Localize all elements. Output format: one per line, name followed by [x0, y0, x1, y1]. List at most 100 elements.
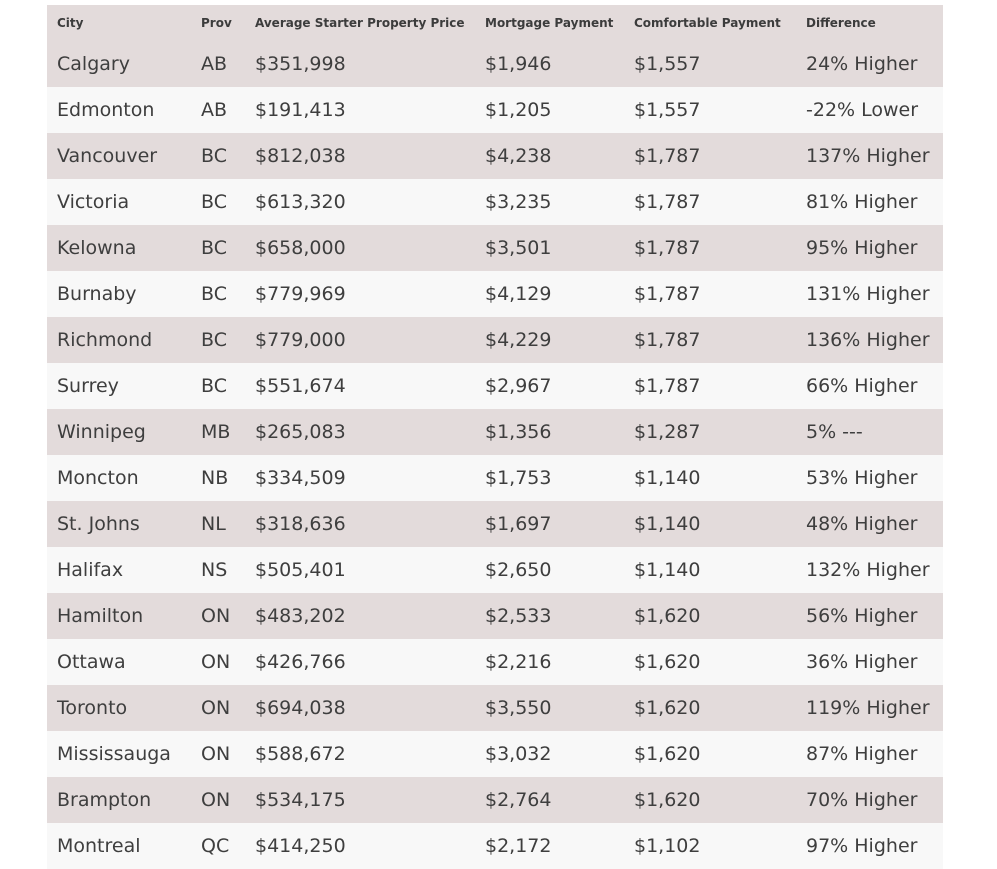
cell-prov: AB [201, 53, 228, 75]
cell-city: Richmond [57, 329, 153, 351]
cell-comfortable: $1,287 [634, 421, 701, 443]
cell-price: $551,674 [255, 375, 346, 397]
cell-difference: 70% Higher [806, 789, 918, 811]
cell-comfortable: $1,140 [634, 513, 701, 535]
cell-city: Surrey [57, 375, 119, 397]
table-row: St. Johns NL $318,636 $1,697 $1,140 48% Highe… [47, 501, 943, 547]
cell-prov: ON [201, 789, 231, 811]
cell-mortgage: $2,216 [485, 651, 552, 673]
cell-difference: 56% Higher [806, 605, 918, 627]
cell-comfortable: $1,620 [634, 697, 701, 719]
cell-price: $779,000 [255, 329, 346, 351]
cell-prov: ON [201, 697, 231, 719]
cell-city: Halifax [57, 559, 124, 581]
cell-mortgage: $4,229 [485, 329, 552, 351]
header-city: City [57, 16, 84, 30]
table-row: Toronto ON $694,038 $3,550 $1,620 119% Higher [47, 685, 943, 731]
cell-comfortable: $1,620 [634, 789, 701, 811]
header-difference: Difference [806, 16, 876, 30]
cell-price: $588,672 [255, 743, 346, 765]
cell-price: $318,636 [255, 513, 346, 535]
cell-price: $534,175 [255, 789, 346, 811]
cell-mortgage: $1,205 [485, 99, 552, 121]
cell-mortgage: $2,764 [485, 789, 552, 811]
cell-city: Kelowna [57, 237, 137, 259]
cell-prov: AB [201, 99, 228, 121]
header-prov: Prov [201, 16, 232, 30]
cell-difference: 95% Higher [806, 237, 918, 259]
cell-comfortable: $1,787 [634, 191, 701, 213]
table-row: Ottawa ON $426,766 $2,216 $1,620 36% Higher [47, 639, 943, 685]
table-row: Richmond BC $779,000 $4,229 $1,787 136% Highe… [47, 317, 943, 363]
cell-mortgage: $3,501 [485, 237, 552, 259]
cell-difference: 81% Higher [806, 191, 918, 213]
cell-price: $334,509 [255, 467, 346, 489]
cell-prov: NB [201, 467, 229, 489]
cell-price: $505,401 [255, 559, 346, 581]
table-row: Calgary AB $351,998 $1,946 $1,557 24% Higher [47, 41, 943, 87]
housing-affordability-table: City Prov Average Starter Property Price… [47, 5, 943, 869]
cell-mortgage: $4,129 [485, 283, 552, 305]
cell-price: $483,202 [255, 605, 346, 627]
table-row: Edmonton AB $191,413 $1,205 $1,557 -22% Lower [47, 87, 943, 133]
cell-price: $658,000 [255, 237, 346, 259]
cell-comfortable: $1,102 [634, 835, 701, 857]
table-row: Hamilton ON $483,202 $2,533 $1,620 56% Higher [47, 593, 943, 639]
cell-prov: BC [201, 329, 227, 351]
cell-prov: BC [201, 145, 227, 167]
cell-comfortable: $1,787 [634, 283, 701, 305]
cell-mortgage: $2,650 [485, 559, 552, 581]
table-header-row: City Prov Average Starter Property Price… [47, 5, 943, 41]
cell-prov: BC [201, 191, 227, 213]
cell-comfortable: $1,620 [634, 743, 701, 765]
cell-comfortable: $1,557 [634, 53, 701, 75]
cell-mortgage: $2,533 [485, 605, 552, 627]
cell-city: St. Johns [57, 513, 140, 535]
cell-city: Burnaby [57, 283, 137, 305]
cell-mortgage: $3,550 [485, 697, 552, 719]
cell-city: Victoria [57, 191, 130, 213]
cell-comfortable: $1,787 [634, 145, 701, 167]
cell-difference: 119% Higher [806, 697, 930, 719]
cell-price: $426,766 [255, 651, 346, 673]
cell-price: $613,320 [255, 191, 346, 213]
cell-mortgage: $2,967 [485, 375, 552, 397]
cell-difference: 137% Higher [806, 145, 930, 167]
cell-mortgage: $1,356 [485, 421, 552, 443]
cell-comfortable: $1,557 [634, 99, 701, 121]
cell-mortgage: $3,235 [485, 191, 552, 213]
cell-city: Brampton [57, 789, 152, 811]
cell-mortgage: $2,172 [485, 835, 552, 857]
cell-mortgage: $1,697 [485, 513, 552, 535]
table-row: Burnaby BC $779,969 $4,129 $1,787 131% Higher [47, 271, 943, 317]
cell-mortgage: $1,753 [485, 467, 552, 489]
cell-price: $779,969 [255, 283, 346, 305]
cell-difference: 131% Higher [806, 283, 930, 305]
cell-comfortable: $1,140 [634, 559, 701, 581]
cell-difference: 66% Higher [806, 375, 918, 397]
cell-mortgage: $4,238 [485, 145, 552, 167]
cell-difference: 132% Higher [806, 559, 930, 581]
cell-price: $351,998 [255, 53, 346, 75]
cell-comfortable: $1,140 [634, 467, 701, 489]
cell-price: $265,083 [255, 421, 346, 443]
cell-prov: MB [201, 421, 231, 443]
cell-difference: 53% Higher [806, 467, 918, 489]
table-row: Victoria BC $613,320 $3,235 $1,787 81% Higher [47, 179, 943, 225]
cell-city: Hamilton [57, 605, 144, 627]
cell-difference: 136% Higher [806, 329, 930, 351]
cell-comfortable: $1,787 [634, 237, 701, 259]
table-row: Vancouver BC $812,038 $4,238 $1,787 137% High… [47, 133, 943, 179]
cell-difference: -22% Lower [806, 99, 919, 121]
cell-price: $414,250 [255, 835, 346, 857]
cell-city: Toronto [57, 697, 128, 719]
cell-city: Mississauga [57, 743, 171, 765]
cell-difference: 87% Higher [806, 743, 918, 765]
cell-prov: NL [201, 513, 226, 535]
cell-price: $694,038 [255, 697, 346, 719]
cell-city: Winnipeg [57, 421, 146, 443]
table-row: Winnipeg MB $265,083 $1,356 $1,287 5% --- [47, 409, 943, 455]
cell-prov: QC [201, 835, 230, 857]
table-row: Halifax NS $505,401 $2,650 $1,140 132% Higher [47, 547, 943, 593]
cell-difference: 48% Higher [806, 513, 918, 535]
